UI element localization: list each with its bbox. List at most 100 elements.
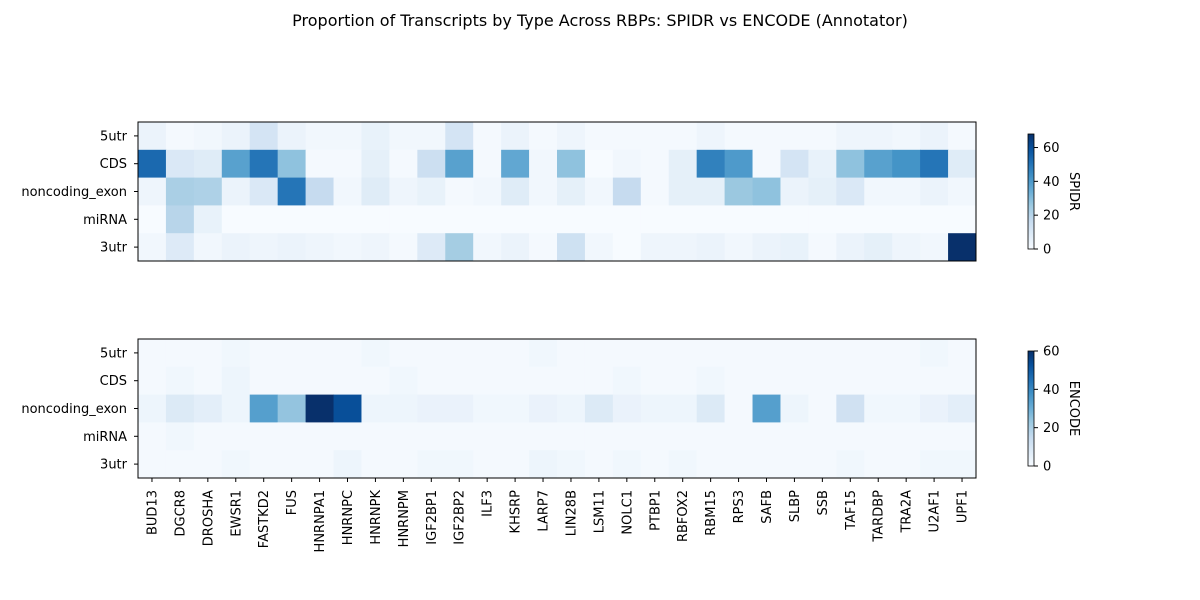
heatmap-cell-3utr-fus (277, 450, 307, 479)
heatmap-cell-mirna-rbm15 (696, 422, 726, 451)
heatmap-cell-3utr-tardbp (864, 450, 893, 479)
heatmap-cell-noncoding-exon-u2af1 (920, 394, 949, 423)
heatmap-cell-5utr-upf1 (948, 122, 977, 151)
heatmap-cell-noncoding-exon-ewsr1 (221, 177, 251, 206)
x-tick-label-lin28b: LIN28B (564, 490, 579, 536)
heatmap-cell-cds-u2af1 (920, 366, 949, 396)
heatmap-cell-3utr-bud13 (138, 450, 167, 479)
heatmap-cell-mirna-ewsr1 (221, 205, 251, 234)
heatmap-cell-noncoding-exon-ptbp1 (640, 177, 670, 206)
heatmap-cell-cds-slbp (780, 149, 809, 179)
heatmap-cell-5utr-ssb (808, 339, 837, 368)
heatmap-cell-5utr-fastkd2 (249, 122, 279, 151)
heatmap-cell-mirna-fastkd2 (249, 422, 279, 451)
heatmap-cell-5utr-taf15 (836, 122, 865, 151)
y-tick-label-mirna: miRNA (83, 213, 127, 228)
heatmap-cell-3utr-nolc1 (612, 233, 642, 262)
heatmap-cell-cds-hnrnpk (361, 366, 390, 396)
y-tick-label-5utr: 5utr (100, 346, 128, 361)
x-tick-label-dgcr8: DGCR8 (173, 490, 188, 536)
heatmap-cell-noncoding-exon-upf1 (948, 177, 977, 206)
heatmap-cell-noncoding-exon-rps3 (724, 177, 754, 206)
heatmap-cell-noncoding-exon-bud13 (138, 394, 167, 423)
x-tick-label-ewsr1: EWSR1 (229, 490, 244, 537)
heatmap-cell-noncoding-exon-bud13 (138, 177, 167, 206)
heatmap-cell-cds-igf2bp1 (417, 149, 446, 179)
heatmap-cell-noncoding-exon-taf15 (836, 177, 865, 206)
heatmap-cell-cds-hnrnpc (333, 149, 362, 179)
heatmap-cell-cds-larp7 (529, 149, 558, 179)
heatmap-cell-3utr-igf2bp2 (445, 450, 474, 479)
x-tick-label-u2af1: U2AF1 (928, 490, 943, 532)
heatmap-cell-noncoding-exon-hnrnpa1 (305, 394, 335, 423)
heatmap-cell-noncoding-exon-lsm11 (584, 177, 614, 206)
colorbar-tick-label: 40 (1043, 383, 1060, 398)
heatmap-cell-cds-safb (752, 366, 781, 396)
x-tick-label-drosha: DROSHA (201, 490, 216, 546)
heatmap-cell-noncoding-exon-ssb (808, 177, 837, 206)
heatmap-cell-5utr-rps3 (724, 122, 754, 151)
heatmap-cell-cds-fus (277, 366, 307, 396)
x-tick-label-fus: FUS (285, 490, 300, 515)
heatmap-cell-5utr-slbp (780, 122, 809, 151)
heatmap-cell-mirna-fus (277, 422, 307, 451)
heatmap-cell-5utr-rbfox2 (668, 339, 698, 368)
heatmap-cell-5utr-dgcr8 (165, 122, 195, 151)
colorbar-label: SPIDR (1066, 172, 1081, 211)
heatmap-cell-noncoding-exon-hnrnpk (361, 394, 390, 423)
heatmap-cell-noncoding-exon-drosha (193, 394, 223, 423)
heatmap-cell-3utr-u2af1 (920, 233, 949, 262)
chart-title: Proportion of Transcripts by Type Across… (292, 11, 908, 30)
heatmap-cell-5utr-slbp (780, 339, 809, 368)
heatmap-cell-3utr-taf15 (836, 233, 865, 262)
heatmap-cell-mirna-nolc1 (612, 205, 642, 234)
heatmap-cell-5utr-fus (277, 122, 307, 151)
heatmap-cell-3utr-upf1 (948, 450, 977, 479)
heatmap-cell-noncoding-exon-rbfox2 (668, 177, 698, 206)
y-tick-label-3utr: 3utr (100, 241, 128, 256)
heatmap-cell-5utr-ptbp1 (640, 339, 670, 368)
colorbar-tick-label: 40 (1043, 175, 1060, 190)
heatmap-cell-cds-hnrnpa1 (305, 366, 335, 396)
heatmap-cell-mirna-hnrnpc (333, 205, 362, 234)
heatmap-cell-noncoding-exon-safb (752, 394, 781, 423)
heatmap-cell-3utr-lin28b (557, 233, 586, 262)
heatmap-cell-mirna-safb (752, 205, 781, 234)
heatmap-cell-mirna-upf1 (948, 205, 977, 234)
heatmap-cell-5utr-lin28b (557, 339, 586, 368)
heatmap-cell-mirna-tra2a (892, 422, 921, 451)
colorbar-gradient (1027, 350, 1035, 467)
heatmap-cell-3utr-hnrnpm (389, 233, 418, 262)
x-tick-label-rbm15: RBM15 (704, 490, 719, 536)
heatmap-cell-noncoding-exon-upf1 (948, 394, 977, 423)
colorbar-tick-label: 0 (1043, 460, 1051, 475)
heatmap-cell-mirna-ewsr1 (221, 422, 251, 451)
heatmap-cell-5utr-hnrnpc (333, 122, 362, 151)
heatmap-cell-cds-tra2a (892, 149, 921, 179)
x-tick-label-rbfox2: RBFOX2 (676, 490, 691, 542)
heatmap-cell-3utr-rbm15 (696, 450, 726, 479)
heatmap-cell-cds-fus (277, 149, 307, 179)
heatmap-cell-5utr-nolc1 (612, 339, 642, 368)
heatmap-cell-5utr-ssb (808, 122, 837, 151)
spidr-colorbar: 0 20 40 60 SPIDR (1027, 133, 1081, 258)
heatmap-cell-5utr-igf2bp2 (445, 339, 474, 368)
heatmap-cell-3utr-ssb (808, 450, 837, 479)
heatmap-cell-mirna-fastkd2 (249, 205, 279, 234)
heatmap-cell-5utr-ewsr1 (221, 122, 251, 151)
heatmap-cell-3utr-bud13 (138, 233, 167, 262)
heatmap-cell-cds-fastkd2 (249, 366, 279, 396)
heatmap-cell-5utr-tardbp (864, 122, 893, 151)
heatmap-cell-cds-tardbp (864, 366, 893, 396)
heatmap-cell-cds-ssb (808, 366, 837, 396)
heatmap-cell-mirna-hnrnpk (361, 422, 390, 451)
heatmap-cell-mirna-taf15 (836, 422, 865, 451)
heatmap-cell-3utr-ewsr1 (221, 450, 251, 479)
heatmap-cell-mirna-tra2a (892, 205, 921, 234)
x-tick-label-rps3: RPS3 (732, 490, 747, 523)
heatmap-cell-cds-ewsr1 (221, 149, 251, 179)
heatmap-cell-3utr-fastkd2 (249, 450, 279, 479)
heatmap-cell-noncoding-exon-igf2bp2 (445, 394, 474, 423)
heatmap-cell-cds-taf15 (836, 366, 865, 396)
heatmap-cell-5utr-safb (752, 339, 781, 368)
